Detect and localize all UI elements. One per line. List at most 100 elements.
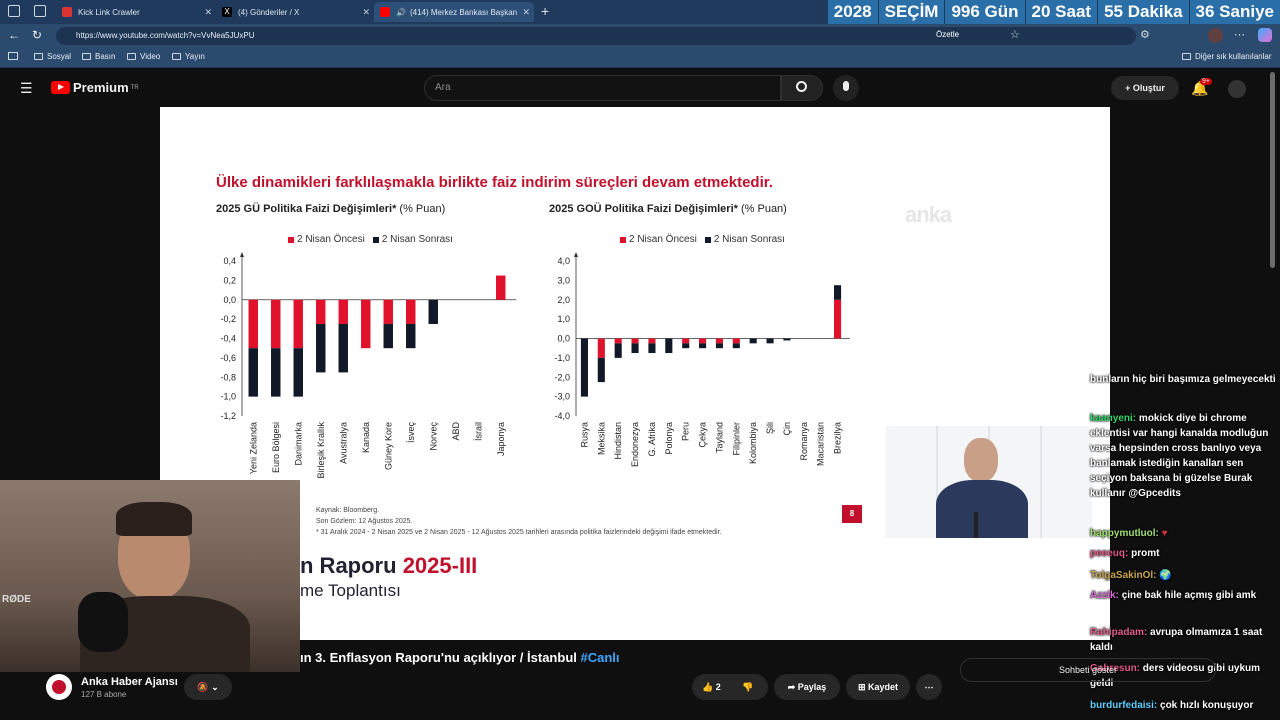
anka-logo-icon [52,680,66,694]
chart2-bar-after [665,338,673,354]
refresh-icon[interactable]: ↻ [32,28,43,42]
chat-user: TolgaSakinOl: [1090,570,1157,581]
extensions-icon[interactable]: ⚙ [1140,29,1150,41]
tab-youtube-video[interactable]: 🔊 (414) Merkez Bankası Başkan ✕ [374,2,534,22]
chart2-y-tick-label: -3,0 [554,392,570,402]
chart2-unit: (% Puan) [740,203,787,215]
chart2-bar-after [682,343,690,349]
profile-avatar[interactable] [1208,28,1223,43]
folder-icon [127,53,136,60]
countdown-days: 996 Gün [945,0,1025,24]
chart1-bar-after [293,348,303,397]
save-button[interactable]: ⊞ Kaydet [846,674,910,700]
url-text: https://www.youtube.com/watch?v=VvNea5JU… [76,31,255,40]
legend-after: 2 Nisan Sonrası [713,234,785,245]
bookmark-label: Video [140,52,161,61]
copilot-icon[interactable] [1258,28,1272,42]
chart1-category-label: Güney Kore [383,422,393,470]
chart2-legend: 2 Nisan Öncesi 2 Nisan Sonrası [612,234,785,245]
chart1-bar-before [248,299,258,349]
chat-message: TolgaSakinOl: 🌍 [1090,568,1276,583]
video-player-slide[interactable]: Ülke dinamikleri farklılaşmakla birlikte… [160,107,1110,640]
chart2-bar-before [732,338,740,344]
tab-overview-icon[interactable] [34,5,46,17]
chart1-bar-after [383,323,393,349]
chart1-category-label: Yeni Zelanda [248,422,258,474]
chart2-bar-before [597,338,605,358]
like-count: 2 [715,682,721,692]
chart2-category-label: Tayland [714,422,724,453]
chat-user: kaanyeni: [1090,413,1137,424]
chart1-bar-before [316,299,326,324]
voice-search-button[interactable] [833,75,859,101]
speaker-icon[interactable]: 🔊 [396,7,406,17]
create-label: Oluştur [1132,83,1165,93]
live-chat-overlay: bunların hiç biri başımıza gelmeyecekti … [1084,370,1280,720]
share-button[interactable]: ➦ Paylaş [774,674,840,700]
chat-message: kaanyeni: mokick diye bi chrome eklentis… [1090,411,1276,501]
chart1-bar-before [496,275,506,300]
new-tab-icon[interactable]: + [541,3,550,19]
chart1-y-tick-label: -0,2 [220,314,236,324]
dislike-button[interactable]: 👎 [742,682,754,692]
account-avatar[interactable] [1228,80,1246,98]
chart1-y-tick-label: 0,0 [223,295,236,305]
close-tab-icon[interactable]: ✕ [204,6,212,17]
youtube-logo[interactable]: Premium TR [51,80,139,95]
legend-before-swatch [288,236,294,243]
tab-x-posts[interactable]: X (4) Gönderiler / X ✕ [216,2,374,22]
ozetle-button[interactable]: Özetle [936,30,960,39]
search-button[interactable] [781,75,823,101]
menu-icon[interactable]: ☰ [20,80,33,96]
back-icon[interactable]: ← [8,28,20,42]
chart2-category-label: Macaristan [816,422,826,466]
chart2-category-label: Hindistan [613,422,623,460]
favorite-star-icon[interactable]: ☆ [1010,29,1020,41]
close-tab-icon[interactable]: ✕ [522,6,530,17]
chart2-svg: 4,0 3,0 2,0 1,0 0,0 -1,0 -2,0 -3,0 -4,0 Rusya Meks… [554,252,850,467]
chart2-category-label: Kolombiya [748,422,758,464]
close-tab-icon[interactable]: ✕ [362,6,370,17]
chat-message: Gabresun: ders videosu gibi uykum geldi [1090,661,1276,691]
chart1-bar-after [316,323,326,373]
chart2-y-tick-label: 0,0 [557,334,570,344]
tab-actions-icon[interactable] [8,5,20,17]
chart1-bar-after [271,348,281,397]
chart1-bar-after [248,348,258,397]
bookmark-sosyal[interactable]: Sosyal [34,52,71,61]
more-menu-icon[interactable]: ⋯ [1234,29,1245,41]
chart1-y-tick-label: -0,8 [220,372,236,382]
channel-avatar[interactable] [46,674,72,700]
chat-user: Azzik: [1090,590,1119,601]
bookmark-basin[interactable]: Basın [82,52,115,61]
bookmark-other[interactable]: Diğer sık kullanılanlar [1182,52,1271,61]
channel-name[interactable]: Anka Haber Ajansı [81,676,178,688]
search-placeholder: Ara [435,82,451,93]
chat-text: bunların hiç biri başımıza gelmeyecekti [1090,374,1276,385]
bookmark-yayin[interactable]: Yayın [172,52,205,61]
search-input[interactable]: Ara [424,75,781,101]
more-actions-button[interactable]: ⋯ [916,674,942,700]
show-chat-button[interactable]: Sohbeti göster [960,658,1216,682]
chart2-bar-before [834,299,842,339]
countdown-seconds: 36 Saniye [1189,0,1280,24]
chat-user: Gabresun: [1090,663,1141,674]
speaker-body [936,480,1028,538]
tab-kick-link-crawler[interactable]: Kick Link Crawler ✕ [56,2,216,22]
bookmark-video[interactable]: Video [127,52,160,61]
tab-label: Kick Link Crawler [78,7,140,17]
election-countdown: 2028 SEÇİM 996 Gün 20 Saat 55 Dakika 36 … [827,0,1280,24]
legend-before: 2 Nisan Öncesi [629,234,697,245]
youtube-play-icon [51,81,70,94]
create-button[interactable]: + Oluştur [1111,76,1179,100]
bookmark-sidebar-icon[interactable] [8,52,18,60]
like-button[interactable]: 👍 2 [702,682,721,692]
chart2-bar-after [783,338,791,341]
search-icon [796,81,807,92]
subscribed-bell-button[interactable]: 🔕 ⌄ [184,674,232,700]
live-hashtag[interactable]: #Canlı [580,650,620,665]
chart1-svg: 0,4 0,2 0,0 -0,2 -0,4 -0,6 -0,8 -1,0 -1,2 Yeni Ze… [220,252,516,479]
address-bar[interactable]: https://www.youtube.com/watch?v=VvNea5JU… [56,27,1136,45]
speaker-head [964,438,998,482]
page-scrollbar[interactable] [1270,72,1275,268]
